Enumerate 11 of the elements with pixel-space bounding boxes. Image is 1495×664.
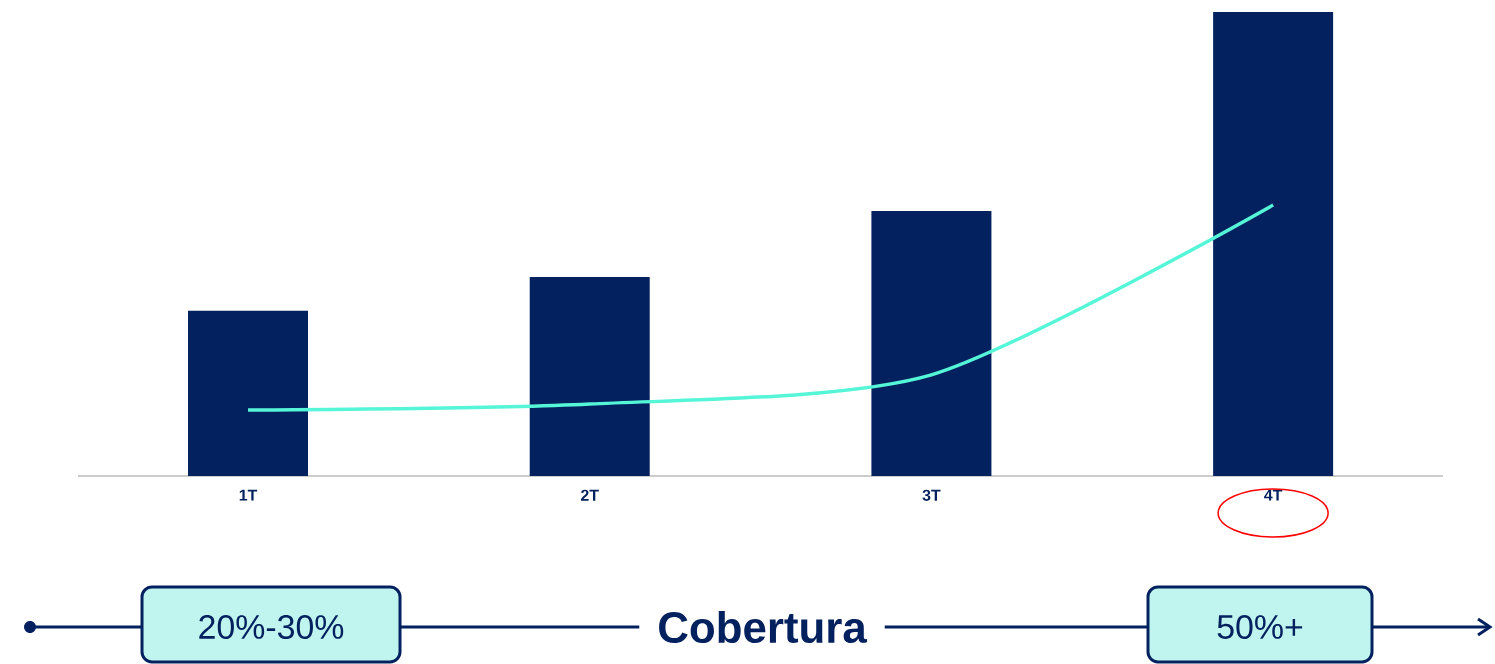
x-tick-label: 4T <box>1264 489 1283 501</box>
x-tick-label: 3T <box>922 489 941 501</box>
text: Cobertura <box>659 610 868 644</box>
text: 20%-30% <box>199 614 344 639</box>
bar <box>188 310 309 476</box>
x-tick-label: 1T <box>239 489 258 501</box>
x-tick-label: 2T <box>580 489 599 501</box>
bar <box>529 276 650 476</box>
text: 50%+ <box>1217 614 1303 639</box>
bar <box>1213 11 1334 476</box>
bar <box>871 211 992 476</box>
